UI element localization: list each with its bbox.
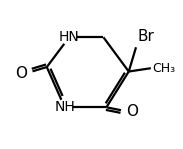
- Text: O: O: [126, 104, 138, 119]
- Text: HN: HN: [59, 30, 80, 44]
- Text: O: O: [16, 66, 28, 81]
- Text: CH₃: CH₃: [152, 62, 175, 75]
- Text: NH: NH: [54, 100, 75, 114]
- Text: Br: Br: [137, 29, 154, 44]
